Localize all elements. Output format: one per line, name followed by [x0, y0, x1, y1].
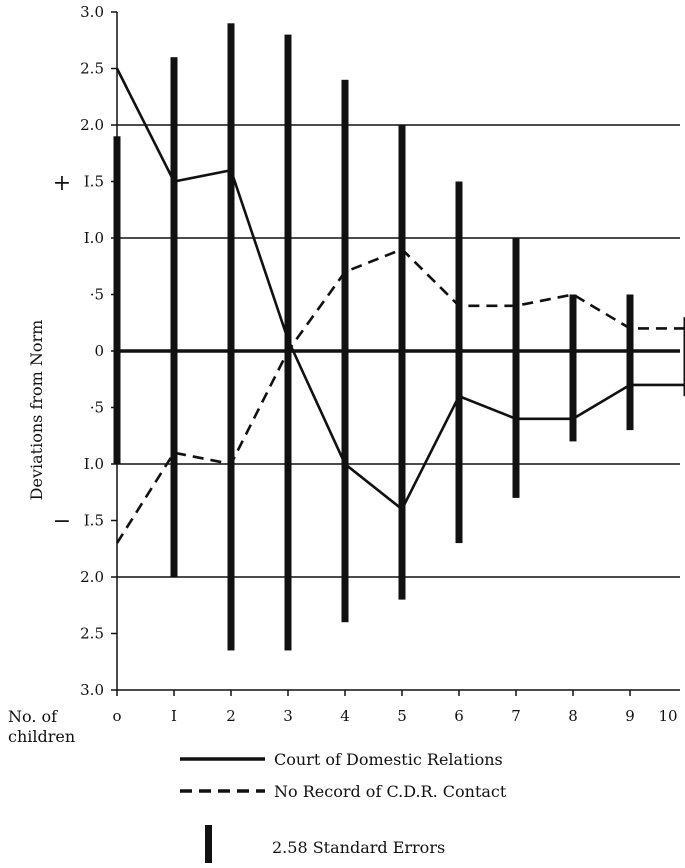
- error-bar: [398, 125, 406, 600]
- standard-error-bars: [113, 23, 685, 651]
- y-tick-label: 2.5: [80, 625, 104, 643]
- y-tick-label: ·5: [90, 286, 104, 304]
- y-tick-labels: 3.0 2.5 2.0 I.5 I.0 ·5 0 ·5 I.0 I.5 2.0 2.5 3.0: [80, 3, 117, 699]
- y-axis-title: Deviations from Norm: [27, 320, 46, 501]
- error-bar: [341, 79, 349, 623]
- y-tick-label: 3.0: [80, 681, 104, 699]
- minus-sign: −: [53, 509, 71, 534]
- series-lines: [115, 67, 685, 544]
- error-bar: [170, 57, 178, 577]
- legend-label-no-record: No Record of C.D.R. Contact: [274, 782, 507, 801]
- error-bar: [683, 317, 685, 397]
- y-tick-label: I.0: [84, 455, 104, 473]
- y-tick-label: 3.0: [80, 3, 104, 21]
- legend-label-cdr: Court of Domestic Relations: [274, 750, 503, 769]
- legend: Court of Domestic Relations No Record of…: [180, 750, 507, 863]
- x-tick-label: 7: [511, 707, 521, 725]
- x-tick-label: I: [171, 707, 177, 725]
- y-tick-label: I.5: [84, 512, 104, 530]
- x-tick-label: 4: [340, 707, 350, 725]
- x-tick-labels: o I 2 3 4 5 6 7 8 9 10: [112, 690, 678, 725]
- legend-label-standard-errors: 2.58 Standard Errors: [272, 838, 445, 857]
- x-tick-label: 8: [568, 707, 578, 725]
- error-bar: [227, 23, 235, 651]
- error-bar: [455, 181, 463, 544]
- y-tick-label: I.5: [84, 173, 104, 191]
- error-bar: [626, 294, 634, 431]
- y-tick-label: 2.0: [80, 116, 104, 134]
- x-tick-label: 3: [283, 707, 293, 725]
- y-tick-label: 2.5: [80, 60, 104, 78]
- x-axis-title-line1: No. of: [8, 707, 58, 726]
- error-bar: [569, 294, 577, 442]
- y-tick-label: ·5: [90, 399, 104, 417]
- x-tick-label: 5: [397, 707, 407, 725]
- x-tick-label: 6: [454, 707, 464, 725]
- y-tick-label: 2.0: [80, 568, 104, 586]
- x-tick-label: o: [112, 707, 121, 725]
- y-tick-label: I.0: [84, 229, 104, 247]
- x-tick-label: 2: [226, 707, 236, 725]
- series-line-no-record: [115, 247, 685, 544]
- x-axis-title-line2: children: [8, 727, 75, 746]
- error-bar: [512, 238, 520, 498]
- x-tick-label: 9: [625, 707, 635, 725]
- legend-error-bar-swatch: [205, 825, 212, 863]
- series-line-cdr: [115, 67, 685, 512]
- y-tick-label: 0: [94, 342, 104, 360]
- plus-sign: +: [53, 171, 71, 196]
- x-tick-label: 10: [658, 707, 677, 725]
